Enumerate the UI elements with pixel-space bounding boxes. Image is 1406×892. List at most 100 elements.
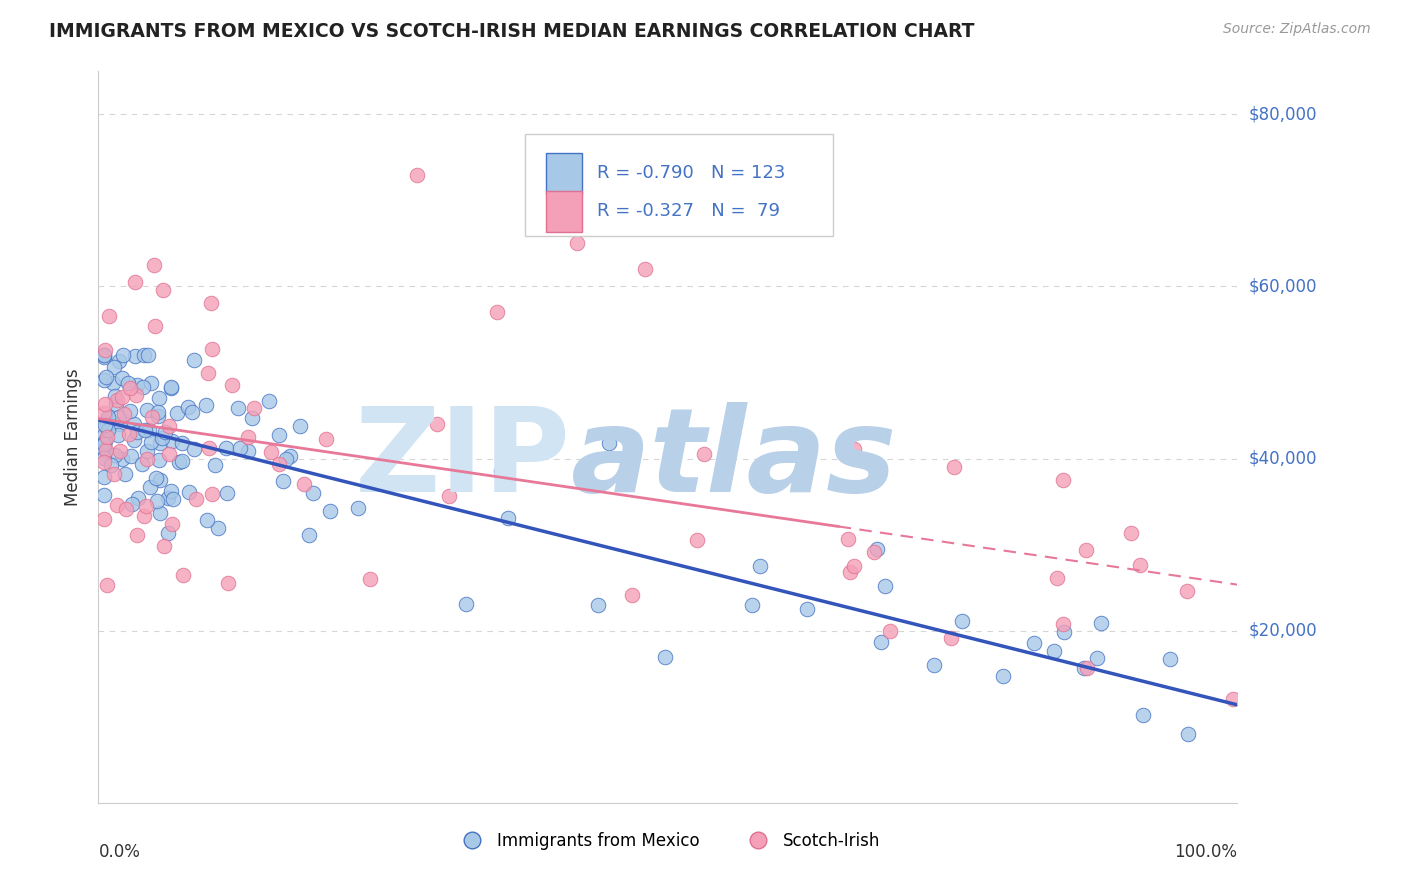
Point [201, 342, 224, 356]
Point [228, 401, 250, 415]
FancyBboxPatch shape [546, 191, 582, 232]
Text: 0.0%: 0.0% [98, 843, 141, 861]
Point [94, 369, 117, 384]
Point [143, 259, 166, 273]
Point [125, 388, 148, 402]
Point [134, 423, 156, 437]
Point [127, 491, 149, 505]
Point [149, 436, 172, 450]
Point [588, 598, 610, 612]
Point [105, 392, 128, 407]
Point [141, 410, 163, 425]
Point [1175, 584, 1198, 599]
Point [1052, 625, 1074, 640]
Point [107, 427, 129, 442]
Point [135, 444, 157, 458]
Point [221, 377, 243, 392]
Point [437, 489, 460, 503]
Point [180, 405, 202, 419]
Point [93, 512, 115, 526]
Point [943, 459, 966, 474]
Point [127, 425, 149, 439]
Point [170, 454, 193, 468]
Point [124, 275, 146, 289]
Point [1085, 650, 1108, 665]
Point [162, 491, 184, 506]
Point [93, 348, 115, 362]
Text: $60,000: $60,000 [1249, 277, 1317, 295]
Point [406, 168, 429, 182]
Point [157, 418, 180, 433]
Point [686, 533, 709, 548]
Point [111, 370, 134, 384]
Point [152, 540, 174, 554]
Point [172, 567, 194, 582]
Point [486, 305, 509, 319]
Point [1090, 615, 1112, 630]
Legend: Immigrants from Mexico, Scotch-Irish: Immigrants from Mexico, Scotch-Irish [449, 825, 887, 856]
Point [117, 376, 139, 390]
Point [121, 497, 143, 511]
Point [93, 470, 115, 484]
Point [598, 436, 620, 450]
Point [565, 236, 588, 251]
Point [93, 450, 115, 465]
Point [269, 428, 291, 442]
Point [939, 631, 962, 645]
Point [96, 430, 118, 444]
Y-axis label: Median Earnings: Median Earnings [65, 368, 83, 506]
Point [346, 501, 368, 516]
Point [292, 476, 315, 491]
Point [229, 441, 252, 455]
Point [143, 318, 166, 333]
Point [634, 262, 657, 277]
Point [148, 452, 170, 467]
Point [160, 381, 183, 395]
Point [1121, 526, 1143, 541]
Text: R = -0.327   N =  79: R = -0.327 N = 79 [598, 202, 780, 220]
Point [217, 575, 239, 590]
Point [93, 436, 115, 450]
Point [96, 578, 118, 592]
Point [194, 398, 217, 412]
Point [148, 405, 170, 419]
Point [93, 373, 115, 387]
Point [749, 559, 772, 574]
Point [870, 635, 893, 649]
Point [1129, 558, 1152, 573]
Point [104, 397, 127, 411]
Point [97, 423, 120, 437]
Point [243, 401, 266, 416]
Point [1074, 543, 1097, 558]
Point [425, 417, 447, 431]
Point [991, 669, 1014, 683]
Point [215, 441, 238, 455]
Point [837, 532, 859, 546]
Point [160, 434, 183, 448]
Point [257, 394, 280, 409]
Point [108, 417, 131, 431]
Point [873, 579, 896, 593]
Point [238, 444, 260, 458]
Point [260, 445, 283, 459]
Point [105, 499, 128, 513]
Point [297, 528, 319, 542]
FancyBboxPatch shape [546, 153, 582, 194]
Point [135, 452, 157, 467]
Point [1177, 727, 1199, 741]
Point [166, 406, 188, 420]
Text: R = -0.790   N = 123: R = -0.790 N = 123 [598, 164, 786, 182]
Point [101, 376, 124, 391]
Text: 100.0%: 100.0% [1174, 843, 1237, 861]
Point [138, 423, 160, 437]
Point [117, 426, 139, 441]
Point [280, 449, 302, 463]
Point [146, 409, 169, 424]
Point [496, 511, 519, 525]
Point [112, 407, 135, 421]
Point [489, 464, 512, 478]
Point [197, 366, 219, 380]
Point [922, 657, 945, 672]
Point [108, 410, 131, 425]
Point [157, 526, 180, 541]
